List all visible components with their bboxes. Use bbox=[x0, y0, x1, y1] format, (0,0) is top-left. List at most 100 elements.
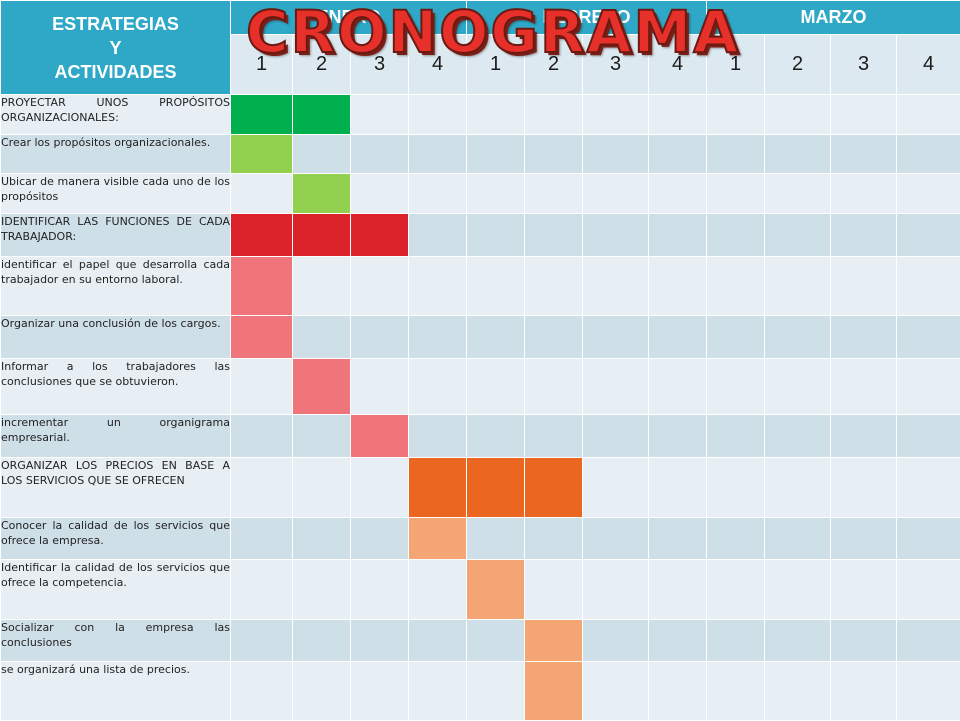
empty-cell bbox=[649, 662, 707, 721]
empty-cell bbox=[351, 316, 409, 359]
activity-row: se organizará una lista de precios. bbox=[1, 662, 960, 721]
empty-cell bbox=[467, 214, 525, 257]
empty-cell bbox=[525, 316, 583, 359]
empty-cell bbox=[409, 214, 467, 257]
empty-cell bbox=[707, 458, 765, 518]
gantt-bar-cell bbox=[351, 214, 409, 257]
empty-cell bbox=[649, 560, 707, 620]
empty-cell bbox=[351, 560, 409, 620]
empty-cell bbox=[583, 415, 649, 458]
empty-cell bbox=[525, 95, 583, 135]
empty-cell bbox=[649, 95, 707, 135]
gantt-bar-cell bbox=[231, 316, 293, 359]
empty-cell bbox=[707, 257, 765, 316]
gantt-bar-cell bbox=[525, 662, 583, 721]
empty-cell bbox=[765, 135, 831, 174]
empty-cell bbox=[351, 620, 409, 662]
empty-cell bbox=[409, 95, 467, 135]
empty-cell bbox=[897, 174, 960, 214]
gantt-bar-cell bbox=[231, 257, 293, 316]
activity-label: PROYECTAR UNOS PROPÓSITOS ORGANIZACIONAL… bbox=[1, 95, 231, 135]
empty-cell bbox=[765, 359, 831, 415]
gantt-bar-cell bbox=[293, 359, 351, 415]
empty-cell bbox=[897, 257, 960, 316]
empty-cell bbox=[649, 359, 707, 415]
gantt-bar-cell bbox=[525, 458, 583, 518]
empty-cell bbox=[525, 560, 583, 620]
schedule-body: PROYECTAR UNOS PROPÓSITOS ORGANIZACIONAL… bbox=[1, 95, 960, 721]
empty-cell bbox=[409, 174, 467, 214]
empty-cell bbox=[831, 359, 897, 415]
activity-label: Socializar con la empresa las conclusion… bbox=[1, 620, 231, 662]
week-header: 4 bbox=[897, 35, 960, 95]
empty-cell bbox=[649, 257, 707, 316]
empty-cell bbox=[707, 518, 765, 560]
empty-cell bbox=[231, 458, 293, 518]
empty-cell bbox=[351, 257, 409, 316]
empty-cell bbox=[351, 359, 409, 415]
month-march: MARZO bbox=[707, 1, 960, 35]
empty-cell bbox=[231, 415, 293, 458]
empty-cell bbox=[351, 458, 409, 518]
empty-cell bbox=[409, 316, 467, 359]
strategies-activities-header: ESTRATEGIAS Y ACTIVIDADES bbox=[1, 1, 231, 95]
empty-cell bbox=[293, 135, 351, 174]
empty-cell bbox=[707, 214, 765, 257]
gantt-bar-cell bbox=[293, 95, 351, 135]
empty-cell bbox=[765, 214, 831, 257]
activity-label: Informar a los trabajadores las conclusi… bbox=[1, 359, 231, 415]
empty-cell bbox=[831, 518, 897, 560]
empty-cell bbox=[583, 214, 649, 257]
empty-cell bbox=[707, 135, 765, 174]
empty-cell bbox=[231, 620, 293, 662]
activity-row: incrementar un organigrama empresarial. bbox=[1, 415, 960, 458]
empty-cell bbox=[231, 518, 293, 560]
empty-cell bbox=[467, 415, 525, 458]
empty-cell bbox=[293, 560, 351, 620]
empty-cell bbox=[525, 518, 583, 560]
empty-cell bbox=[831, 257, 897, 316]
empty-cell bbox=[231, 560, 293, 620]
empty-cell bbox=[897, 518, 960, 560]
empty-cell bbox=[351, 662, 409, 721]
empty-cell bbox=[583, 458, 649, 518]
activity-label: ORGANIZAR LOS PRECIOS EN BASE A LOS SERV… bbox=[1, 458, 231, 518]
empty-cell bbox=[583, 620, 649, 662]
empty-cell bbox=[897, 316, 960, 359]
empty-cell bbox=[649, 174, 707, 214]
empty-cell bbox=[765, 620, 831, 662]
empty-cell bbox=[293, 662, 351, 721]
empty-cell bbox=[831, 174, 897, 214]
gantt-bar-cell bbox=[231, 95, 293, 135]
empty-cell bbox=[765, 560, 831, 620]
empty-cell bbox=[897, 95, 960, 135]
gantt-bar-cell bbox=[293, 174, 351, 214]
activity-row: Organizar una conclusión de los cargos. bbox=[1, 316, 960, 359]
activity-row: Socializar con la empresa las conclusion… bbox=[1, 620, 960, 662]
empty-cell bbox=[831, 662, 897, 721]
activity-row: identificar el papel que desarrolla cada… bbox=[1, 257, 960, 316]
empty-cell bbox=[649, 135, 707, 174]
activity-label: Conocer la calidad de los servicios que … bbox=[1, 518, 231, 560]
activity-row: Conocer la calidad de los servicios que … bbox=[1, 518, 960, 560]
activity-label: Ubicar de manera visible cada uno de los… bbox=[1, 174, 231, 214]
activity-row: Informar a los trabajadores las conclusi… bbox=[1, 359, 960, 415]
empty-cell bbox=[525, 174, 583, 214]
empty-cell bbox=[231, 174, 293, 214]
empty-cell bbox=[293, 257, 351, 316]
activity-row: PROYECTAR UNOS PROPÓSITOS ORGANIZACIONAL… bbox=[1, 95, 960, 135]
empty-cell bbox=[897, 458, 960, 518]
empty-cell bbox=[831, 560, 897, 620]
empty-cell bbox=[707, 620, 765, 662]
empty-cell bbox=[467, 518, 525, 560]
empty-cell bbox=[467, 257, 525, 316]
empty-cell bbox=[409, 415, 467, 458]
gantt-bar-cell bbox=[467, 458, 525, 518]
empty-cell bbox=[583, 560, 649, 620]
empty-cell bbox=[583, 135, 649, 174]
gantt-bar-cell bbox=[467, 560, 525, 620]
empty-cell bbox=[897, 135, 960, 174]
empty-cell bbox=[467, 95, 525, 135]
gantt-bar-cell bbox=[525, 620, 583, 662]
empty-cell bbox=[649, 214, 707, 257]
